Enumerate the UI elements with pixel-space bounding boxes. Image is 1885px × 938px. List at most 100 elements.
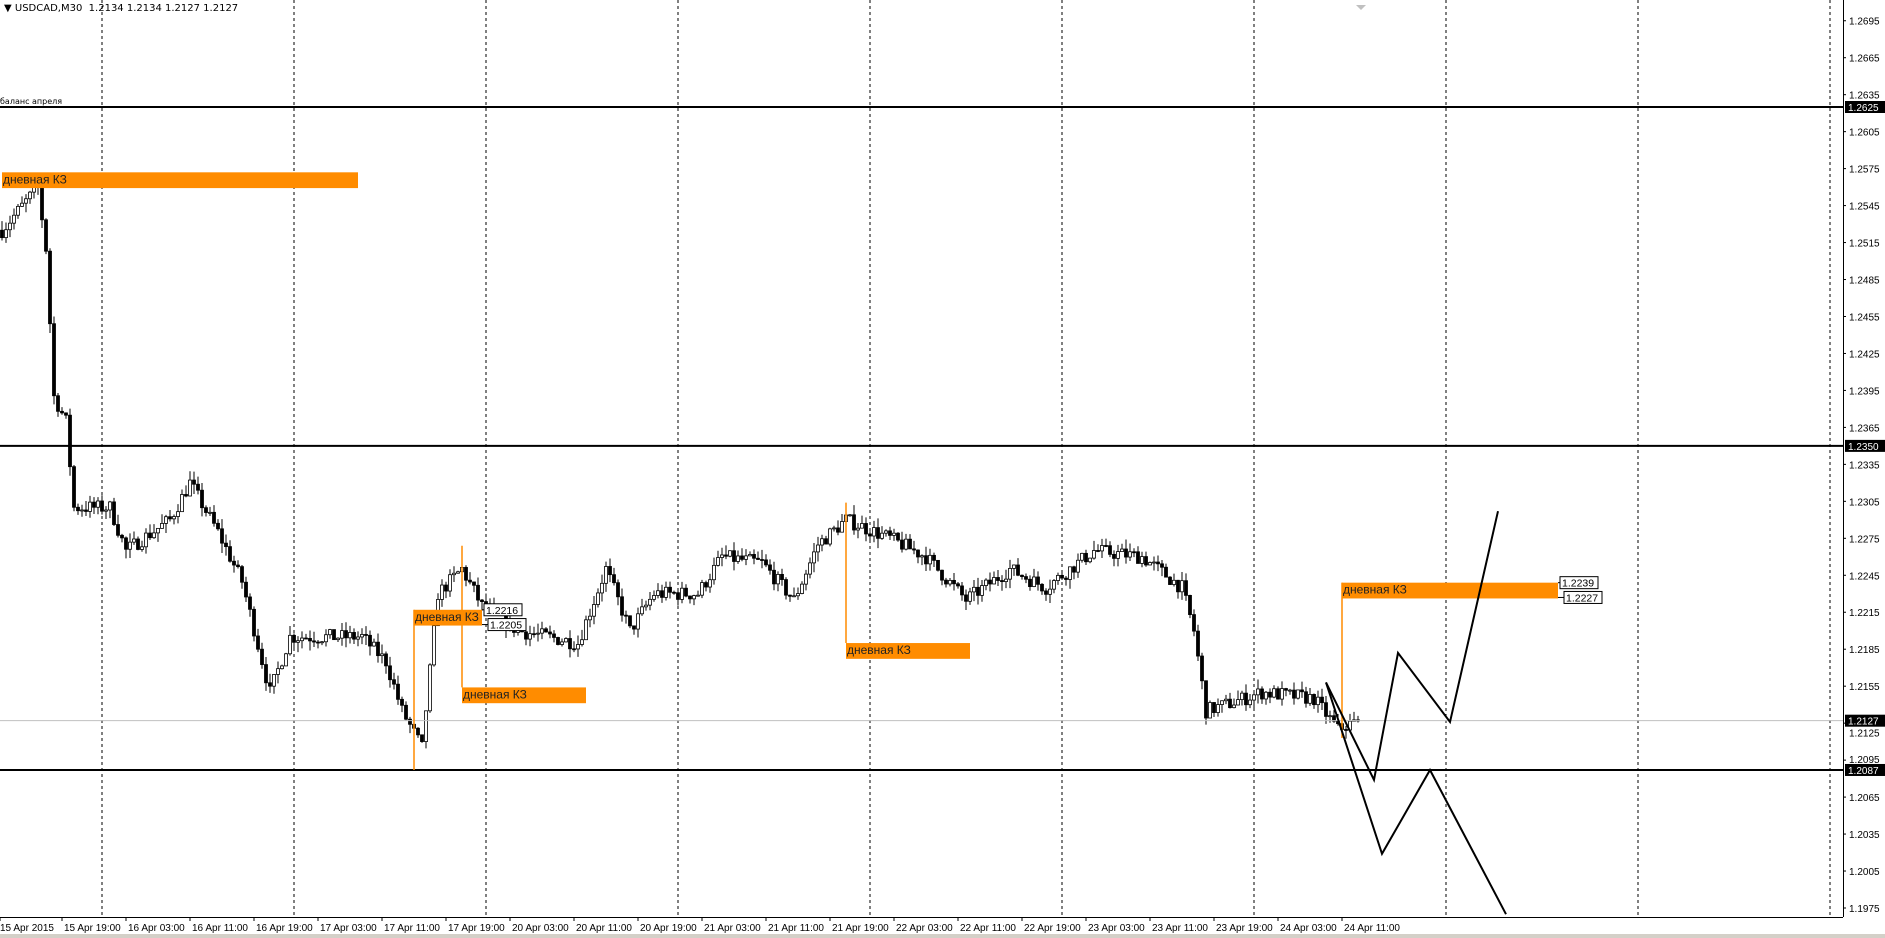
price-label: 1.2239 [1562,578,1594,590]
candle-body [48,250,52,325]
candle-body [992,577,996,585]
candle-body [1220,700,1224,705]
time-tick-label: 17 Apr 11:00 [384,923,440,934]
price-tick-label: 1.2095 [1849,755,1880,766]
candle [476,577,480,607]
candle-body [728,550,732,557]
time-tick-label: 15 Apr 2015 [0,923,54,934]
candle [1220,700,1224,713]
candle-body [556,637,560,645]
candle [1148,561,1152,566]
candle [1248,694,1252,709]
candle [1052,579,1056,594]
candle-body [424,710,428,742]
candle-body [56,395,60,412]
candle [1236,690,1240,706]
candle [856,523,860,539]
candle-body [872,527,876,537]
candle-body [64,412,68,416]
candle [776,571,780,592]
candle-body [664,586,668,598]
candle [812,543,816,573]
candle [224,534,228,556]
candle-body [1312,694,1316,706]
candle [892,528,896,541]
candle [1068,566,1072,589]
candle-body [1212,702,1216,713]
candle [1008,559,1012,589]
candle-body [352,632,356,640]
candle [1032,568,1036,588]
candle-body [1184,580,1188,596]
candle-body [856,527,860,531]
candle-body [200,489,204,509]
candle [884,529,888,537]
candle-body [1072,566,1076,573]
candle-body [264,664,268,684]
candle-body [272,674,276,687]
zone-label: дневная КЗ [3,172,67,186]
candle-body [960,585,964,596]
candle [112,497,116,527]
candle-body [764,559,768,566]
candle-body [4,229,8,239]
candle-body [116,524,120,536]
horizontal-scrollbar[interactable] [0,934,1885,938]
candle [320,640,324,646]
time-tick-label: 20 Apr 19:00 [640,923,697,934]
candle-body [956,583,960,587]
time-tick-label: 23 Apr 11:00 [1152,923,1208,934]
candle-body [648,598,652,606]
candle [1056,572,1060,585]
zone-rectangle: дневная КЗ 1.2239 1.2227 [1341,576,1603,738]
candle [736,550,740,564]
candle-body [620,596,624,616]
candle [552,630,556,643]
candle-body [1092,550,1096,559]
candle [328,628,332,639]
candle [468,572,472,585]
candle-body [392,679,396,685]
candle [1040,583,1044,595]
candle-body [1140,556,1144,564]
candle-body [328,629,332,636]
candle [1172,573,1176,587]
candle [648,591,652,611]
candle-body [252,608,256,637]
candle [780,568,784,586]
candle [12,208,16,230]
candle-body [1196,630,1200,657]
candle [472,581,476,593]
candle [236,560,240,569]
price-tick-label: 1.2665 [1849,54,1880,65]
candle [4,222,8,243]
candle [148,524,152,541]
triangle-down-icon[interactable]: ▼ [4,3,12,14]
candle [76,503,80,515]
candle-body [212,511,216,524]
candle-body [720,554,724,558]
candle [852,505,856,535]
candle [440,579,444,607]
candle [1028,575,1032,591]
candle [580,629,584,647]
candle-body [1200,655,1204,682]
candle [1272,685,1276,699]
candle [752,549,756,565]
zone-box [846,643,970,659]
candle-body [696,594,700,597]
price-label: 1.2205 [490,620,522,632]
candle [208,506,212,516]
candle [1160,560,1164,577]
candle-body [816,544,820,553]
candle-body [740,555,744,560]
candle-body [920,555,924,558]
candle-body [12,214,16,224]
line-note-balance: баланс апреля [0,97,63,106]
time-tick-label: 21 Apr 19:00 [832,923,889,934]
candle-body [1144,556,1148,566]
candle [8,215,12,238]
candle-body [100,500,104,512]
candle [540,621,544,640]
